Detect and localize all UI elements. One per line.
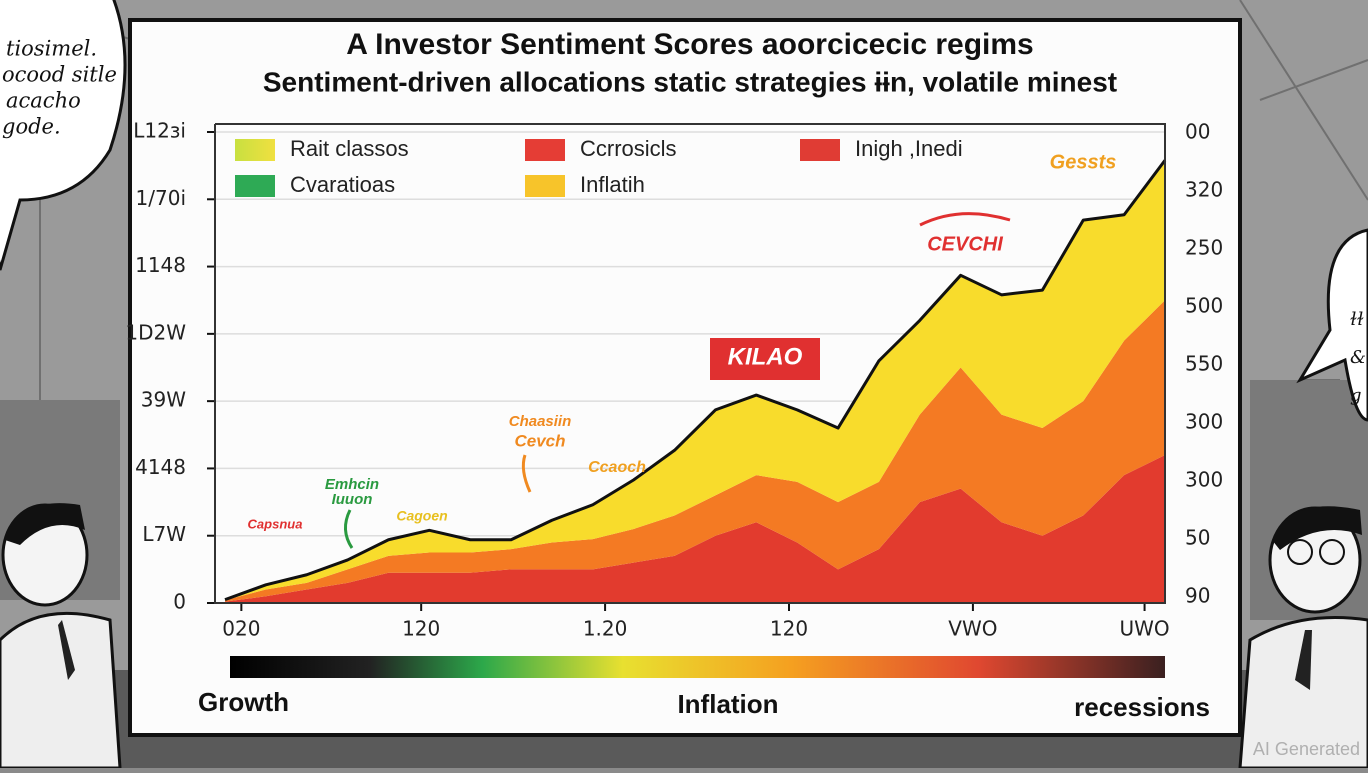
annotation: Cagoen bbox=[396, 508, 447, 524]
annotation-pointer bbox=[521, 454, 532, 493]
legend-label: Ccrrosicls bbox=[580, 136, 677, 161]
bubble-line: ɫɫ bbox=[1350, 309, 1364, 330]
legend-swatch bbox=[235, 139, 275, 161]
bubble-line: gode. bbox=[2, 115, 61, 139]
x-tick-label: 120 bbox=[402, 617, 440, 641]
annotation: Cevch bbox=[514, 431, 565, 450]
annotation-pointer bbox=[344, 509, 354, 549]
bubble-line: tiosimel. bbox=[6, 37, 97, 61]
legend-swatch bbox=[525, 139, 565, 161]
scale-label: Growth bbox=[198, 687, 289, 717]
y2-tick-label: 550 bbox=[1185, 352, 1223, 376]
legend-swatch bbox=[525, 175, 565, 197]
outline bbox=[224, 159, 1167, 602]
speech-bubble-right bbox=[1296, 228, 1368, 422]
y2-tick-label: 250 bbox=[1185, 236, 1223, 260]
area bbox=[225, 160, 1165, 601]
annotation-box bbox=[710, 338, 820, 380]
y-tick-label: 1D2W bbox=[125, 320, 186, 344]
chart-subtitle: Sentiment-driven allocations static stra… bbox=[263, 66, 1117, 97]
speech-bubble-right-text: ɫɫ & g u bbox=[1350, 309, 1368, 406]
y-tick-label: 0 bbox=[173, 590, 186, 614]
annotation: Iuuon bbox=[332, 491, 373, 508]
chart-title: A Investor Sentiment Scores aoorcicecic … bbox=[346, 28, 1034, 61]
y-tick-label: 1/70i bbox=[136, 186, 186, 210]
annotation: KILAO bbox=[728, 343, 803, 370]
bubble-line: ocood sitle bbox=[2, 63, 117, 87]
annotation: Emhcin bbox=[325, 476, 379, 493]
x-tick-label: UWO bbox=[1119, 617, 1169, 641]
annotation-pointer bbox=[919, 212, 1011, 227]
x-tick-label: VWO bbox=[948, 617, 997, 641]
annotation: Gessts bbox=[1050, 151, 1117, 173]
y2-tick-label: 50 bbox=[1185, 526, 1210, 550]
legend-label: Inflatih bbox=[580, 172, 645, 197]
legend-swatch bbox=[235, 175, 275, 197]
scale-label: recessions bbox=[1074, 692, 1210, 722]
plot: 0 L7W 4148 39W 1D2W 1148 1/70i L12ɜi 90 50 300 300 5… bbox=[125, 119, 1223, 641]
y-tick-label: 39W bbox=[141, 388, 186, 412]
y2-tick-label: 500 bbox=[1185, 294, 1223, 318]
scale-label: Inflation bbox=[677, 689, 778, 719]
legend-label: Inigh ,Inedi bbox=[855, 136, 963, 161]
watermark: AI Generated bbox=[1253, 739, 1360, 759]
character-right bbox=[1238, 506, 1368, 770]
legend-label: Cvaratioas bbox=[290, 172, 395, 197]
x-tick-label: 1.20 bbox=[583, 617, 628, 641]
annotation: Ccaoch bbox=[588, 459, 646, 476]
x-tick-label: 020 bbox=[222, 617, 260, 641]
annotation: Chaasiin bbox=[509, 413, 572, 430]
annotation: Capsnua bbox=[248, 516, 303, 531]
y2-tick-label: 00 bbox=[1185, 120, 1210, 144]
axis-frame bbox=[214, 123, 1166, 604]
legend-swatch bbox=[800, 139, 840, 161]
color-scale bbox=[230, 656, 1165, 678]
y2-tick-label: 300 bbox=[1185, 410, 1223, 434]
character-left bbox=[0, 503, 122, 770]
y2-tick-label: 300 bbox=[1185, 468, 1223, 492]
bubble-line: g u bbox=[1350, 385, 1368, 406]
y2-tick-label: 90 bbox=[1185, 584, 1210, 608]
y-tick-label: 1148 bbox=[135, 253, 186, 277]
bubble-line: & bbox=[1350, 347, 1366, 368]
area bbox=[225, 454, 1165, 603]
y-tick-label: L12ɜi bbox=[133, 119, 186, 143]
bubble-line: acacho bbox=[6, 89, 81, 113]
y-tick-label: 4148 bbox=[135, 455, 186, 479]
area bbox=[225, 300, 1165, 602]
speech-bubble-left bbox=[0, 0, 127, 271]
legend-label: Rait classos bbox=[290, 136, 409, 161]
y2-tick-label: 320 bbox=[1185, 178, 1223, 202]
x-tick-label: 120 bbox=[770, 617, 808, 641]
y-tick-label: L7W bbox=[142, 522, 186, 546]
annotation: CEVCHI bbox=[927, 233, 1003, 255]
